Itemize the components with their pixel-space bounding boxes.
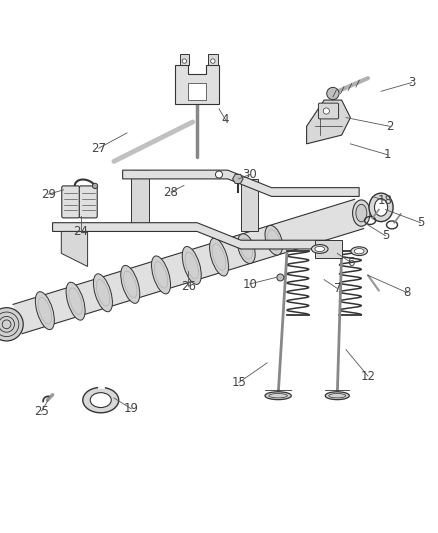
Ellipse shape [93, 274, 113, 312]
Ellipse shape [354, 248, 364, 254]
Circle shape [92, 183, 98, 189]
Text: 5: 5 [382, 229, 389, 243]
Text: 27: 27 [91, 142, 106, 155]
Text: 15: 15 [231, 376, 246, 389]
Ellipse shape [182, 246, 201, 285]
Circle shape [215, 171, 223, 178]
Text: 7: 7 [333, 282, 341, 295]
Ellipse shape [265, 392, 291, 400]
Text: 6: 6 [346, 256, 354, 269]
FancyBboxPatch shape [62, 186, 80, 218]
Text: 28: 28 [163, 185, 178, 198]
Circle shape [277, 274, 284, 281]
Ellipse shape [351, 247, 367, 255]
Polygon shape [175, 65, 219, 104]
Bar [208, 54, 218, 65]
Text: 3: 3 [408, 76, 415, 89]
Bar [180, 54, 189, 65]
Ellipse shape [152, 256, 170, 294]
Polygon shape [307, 100, 350, 144]
FancyBboxPatch shape [318, 103, 339, 119]
Circle shape [323, 108, 329, 114]
Text: 2: 2 [386, 120, 394, 133]
Circle shape [182, 59, 187, 63]
Text: 5: 5 [417, 216, 424, 229]
Ellipse shape [353, 200, 370, 226]
Polygon shape [123, 170, 359, 197]
Ellipse shape [209, 238, 229, 276]
Circle shape [327, 87, 339, 100]
Text: 24: 24 [74, 225, 88, 238]
Text: 8: 8 [404, 286, 411, 300]
Ellipse shape [66, 282, 85, 320]
Ellipse shape [238, 234, 255, 263]
Text: 4: 4 [222, 114, 230, 126]
Ellipse shape [369, 193, 393, 222]
Polygon shape [53, 223, 328, 249]
Text: 1: 1 [384, 148, 392, 161]
Text: 29: 29 [41, 188, 56, 201]
Text: 12: 12 [360, 369, 375, 383]
Circle shape [0, 308, 23, 341]
Polygon shape [315, 240, 342, 258]
Text: 30: 30 [242, 168, 257, 181]
Ellipse shape [356, 204, 367, 222]
FancyBboxPatch shape [79, 186, 97, 218]
Ellipse shape [374, 199, 388, 216]
Polygon shape [233, 174, 243, 183]
Ellipse shape [90, 393, 111, 408]
Text: 18: 18 [378, 195, 393, 207]
Ellipse shape [83, 387, 119, 413]
Polygon shape [131, 170, 149, 223]
Ellipse shape [311, 245, 328, 253]
Polygon shape [241, 179, 258, 231]
Text: 26: 26 [181, 280, 196, 293]
Circle shape [211, 59, 215, 63]
Text: 25: 25 [34, 405, 49, 417]
Ellipse shape [265, 225, 283, 255]
Ellipse shape [35, 292, 54, 329]
Text: 19: 19 [124, 402, 139, 415]
Ellipse shape [121, 265, 140, 303]
Ellipse shape [325, 392, 350, 400]
Bar [188, 83, 206, 100]
Polygon shape [13, 199, 364, 334]
Polygon shape [61, 231, 88, 266]
Ellipse shape [315, 246, 325, 252]
Text: 10: 10 [242, 278, 257, 290]
